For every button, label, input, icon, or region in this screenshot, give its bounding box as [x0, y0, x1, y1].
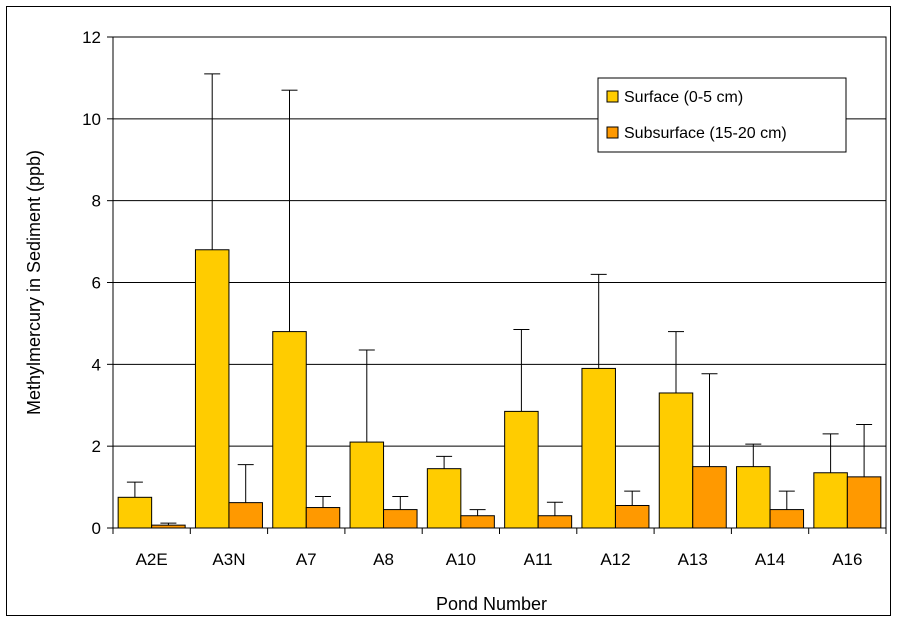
x-tick-label: A10 [446, 550, 476, 569]
bar-subsurface-a14 [769, 509, 805, 529]
y-axis-title: Methylmercury in Sediment (ppb) [24, 150, 44, 415]
bar-surface-a10 [426, 468, 462, 529]
bar-surface-a8 [349, 441, 385, 529]
legend: Surface (0-5 cm) Subsurface (15-20 cm) [597, 77, 847, 153]
legend-label-surface: Surface (0-5 cm) [624, 89, 743, 106]
bar-surface-a12 [581, 367, 616, 529]
x-tick-label: A13 [678, 550, 708, 569]
y-tick-label: 6 [92, 274, 101, 293]
y-tick-label: 10 [82, 110, 101, 129]
legend-box [597, 77, 847, 153]
legend-swatch-surface [606, 90, 619, 103]
bar-surface-a7 [272, 331, 307, 529]
bar-surface-a16 [813, 472, 848, 529]
bar-subsurface-a16 [846, 476, 882, 529]
y-tick-label: 12 [82, 28, 101, 47]
bar-surface-a2e [117, 496, 153, 529]
bar-subsurface-a12 [614, 504, 650, 529]
x-tick-label: A2E [136, 550, 168, 569]
bar-subsurface-a8 [383, 509, 418, 529]
error-bars [126, 73, 873, 526]
x-tick-label: A7 [296, 550, 317, 569]
bar-subsurface-a13 [692, 466, 727, 529]
bar-subsurface-a7 [305, 507, 341, 529]
x-axis-title: Pond Number [436, 594, 547, 614]
y-tick-label: 8 [92, 192, 101, 211]
bar-surface-a11 [504, 410, 539, 529]
x-tick-label: A3N [212, 550, 245, 569]
x-tick-label: A14 [755, 550, 785, 569]
x-tick-label: A11 [524, 550, 553, 569]
bar-subsurface-a3n [228, 502, 263, 529]
x-axis-ticks: A2E A3N A7 A8 A10 A11 A12 A13 A14 A16 [112, 528, 887, 569]
bar-subsurface-a11 [537, 515, 573, 529]
bar-surface-a3n [194, 249, 230, 529]
y-tick-label: 2 [92, 437, 101, 456]
bar-surface-a14 [736, 466, 771, 529]
x-tick-label: A8 [373, 550, 394, 569]
bar-subsurface-a2e [151, 524, 186, 529]
x-tick-label: A16 [832, 550, 862, 569]
legend-swatch-subsurface [606, 126, 619, 139]
y-tick-label: 4 [92, 355, 101, 374]
y-axis-ticks: 0 2 4 6 8 10 12 [82, 28, 113, 538]
legend-label-subsurface: Subsurface (15-20 cm) [624, 125, 787, 142]
x-tick-label: A12 [600, 550, 630, 569]
bar-subsurface-a10 [460, 515, 495, 529]
bars [117, 249, 882, 529]
y-tick-label: 0 [92, 519, 101, 538]
bar-surface-a13 [658, 392, 694, 529]
